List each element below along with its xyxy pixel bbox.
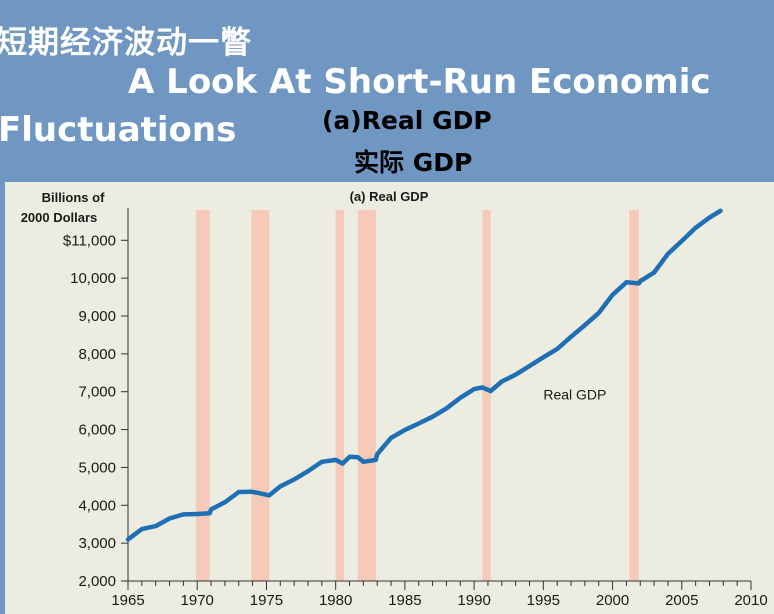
x-tick-label: 2005 xyxy=(665,592,698,609)
x-tick-label: 1975 xyxy=(250,592,283,609)
x-tick-label: 1970 xyxy=(181,592,214,609)
recession-band-4 xyxy=(482,210,491,581)
chart-panel: (a) Real GDP Billions of 2000 Dollars 2,… xyxy=(5,182,774,614)
y-tick-label: 6,000 xyxy=(78,422,116,439)
recession-band-0 xyxy=(195,210,210,581)
y-tick-label: $11,000 xyxy=(63,232,116,249)
series-label-real-gdp: Real GDP xyxy=(543,386,606,402)
chart-subtitle-chinese: 实际 GDP xyxy=(354,148,473,177)
x-tick-label: 1980 xyxy=(319,592,352,609)
y-tick-label: 3,000 xyxy=(78,535,116,552)
x-tick-label: 2000 xyxy=(596,592,629,609)
series-line-0 xyxy=(125,208,723,542)
recession-band-2 xyxy=(335,210,344,581)
recession-bands xyxy=(195,210,639,581)
x-tick-label: 1985 xyxy=(388,592,421,609)
y-tick-label: 7,000 xyxy=(78,384,116,401)
y-tick-label: 8,000 xyxy=(78,346,116,363)
series-lines xyxy=(125,208,723,542)
y-tick-label: 2,000 xyxy=(78,573,116,590)
real-gdp-chart: (a) Real GDP Billions of 2000 Dollars 2,… xyxy=(21,189,768,609)
y-axis-title-line1: Billions of xyxy=(42,190,106,205)
axes: 2,000 3,000 4,000 5,000 6,000 7,000 8,000 9,000… xyxy=(63,208,768,609)
chart-subtitle-english: (a)Real GDP xyxy=(322,106,492,135)
recession-band-5 xyxy=(629,210,639,581)
y-tick-label: 9,000 xyxy=(78,308,116,325)
y-tick-label: 10,000 xyxy=(70,270,116,287)
recession-band-1 xyxy=(251,210,270,581)
y-axis-title-line2: 2000 Dollars xyxy=(21,210,98,225)
chart-heading: (a) Real GDP xyxy=(350,189,429,204)
y-tick-label: 5,000 xyxy=(78,459,116,476)
slide-title-chinese: 短期经济波动一瞥 xyxy=(0,25,252,61)
slide-title-english-line1: A Look At Short-Run Economic xyxy=(128,62,711,102)
slide-title-english-line2: Fluctuations xyxy=(0,110,237,150)
x-tick-label: 1995 xyxy=(527,592,560,609)
y-tick-label: 4,000 xyxy=(78,497,116,514)
x-tick-label: 2010 xyxy=(734,592,767,609)
x-tick-label: 1990 xyxy=(457,592,490,609)
x-tick-label: 1965 xyxy=(111,592,144,609)
recession-band-3 xyxy=(357,210,376,581)
